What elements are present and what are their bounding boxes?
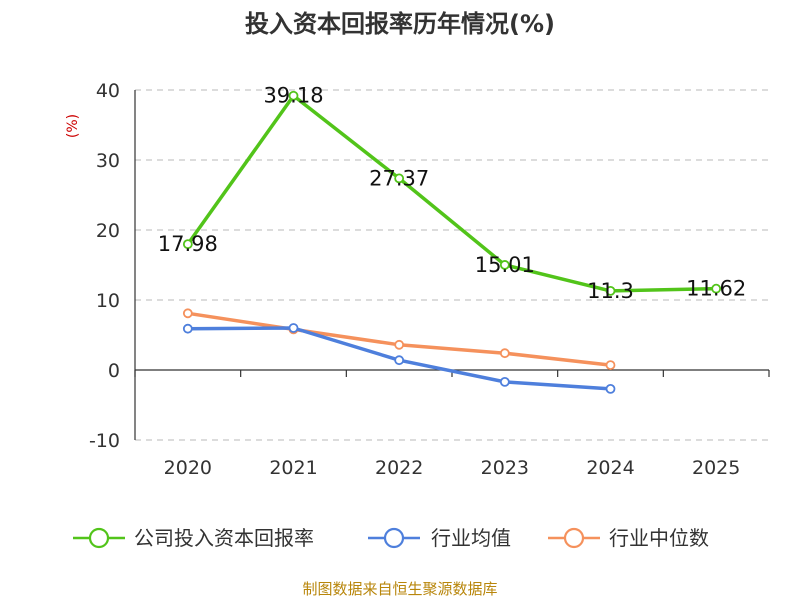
series-1-point-2022[interactable] xyxy=(394,355,405,366)
y-tick-label-1: 30 xyxy=(96,150,120,172)
legend-swatch-marker-0 xyxy=(88,527,110,549)
series-0-point-2023[interactable] xyxy=(499,260,510,270)
data-label-2024: 11.3 xyxy=(587,279,634,303)
data-label-2022: 27.37 xyxy=(369,166,429,190)
x-tick-label-2020: 2020 xyxy=(164,457,212,479)
series-1-point-2020[interactable] xyxy=(182,323,193,334)
grid xyxy=(135,89,769,441)
series-0-point-2024[interactable] xyxy=(605,285,616,296)
series-1-point-2021[interactable] xyxy=(288,323,299,333)
data-labels: 17.98 39.18 27.37 15.01 11.3 11.62 xyxy=(158,84,746,303)
series-0-point-2021[interactable] xyxy=(288,90,299,101)
series-1-point-2023[interactable] xyxy=(499,376,510,387)
y-tick-label-2: 20 xyxy=(96,220,120,242)
x-tick-label-2025: 2025 xyxy=(692,457,740,479)
x-tick-label-2021: 2021 xyxy=(269,457,317,479)
series-2-point-2020[interactable] xyxy=(182,308,193,319)
series-2 xyxy=(182,308,616,371)
y-tick-label-4: 0 xyxy=(108,360,120,382)
series-0-point-2022[interactable] xyxy=(394,173,405,184)
legend-swatch-marker-2 xyxy=(563,527,585,549)
legend-item-0[interactable]: 公司投入资本回报率 xyxy=(73,526,314,550)
series-0-point-2020[interactable] xyxy=(182,239,193,250)
chart-title: 投入资本回报率历年情况(%) xyxy=(245,10,555,38)
source-note: 制图数据来自恒生聚源数据库 xyxy=(302,580,497,598)
x-tick-label-2024: 2024 xyxy=(586,457,634,479)
series-2-point-2024[interactable] xyxy=(605,360,616,371)
y-axis-label: (%) xyxy=(65,114,81,138)
x-axis: 2020 2021 2022 2023 2024 2025 xyxy=(134,90,770,479)
legend-label-0: 公司投入资本回报率 xyxy=(134,526,314,550)
data-label-2020: 17.98 xyxy=(158,232,218,256)
series-group xyxy=(182,90,722,394)
legend-label-1: 行业均值 xyxy=(431,526,511,550)
series-0 xyxy=(182,90,722,296)
x-tick-label-2023: 2023 xyxy=(481,457,529,479)
data-label-2021: 39.18 xyxy=(263,84,323,108)
series-1 xyxy=(182,323,616,394)
data-label-2023: 15.01 xyxy=(475,253,535,277)
x-tick-label-2022: 2022 xyxy=(375,457,423,479)
y-tick-label-0: 40 xyxy=(96,80,120,102)
y-tick-label-3: 10 xyxy=(96,290,120,312)
series-0-point-2025[interactable] xyxy=(711,283,722,294)
legend-label-2: 行业中位数 xyxy=(609,526,709,550)
series-1-point-2024[interactable] xyxy=(605,383,616,394)
legend[interactable]: 公司投入资本回报率 行业均值 行业中位数 xyxy=(73,526,709,550)
legend-item-1[interactable]: 行业均值 xyxy=(368,526,511,550)
legend-swatch-marker-1 xyxy=(383,527,405,549)
series-2-point-2022[interactable] xyxy=(394,339,405,350)
y-axis-ticks: 40 30 20 10 0 -10 xyxy=(89,80,120,452)
legend-item-2[interactable]: 行业中位数 xyxy=(548,526,709,550)
y-tick-label-5: -10 xyxy=(89,430,120,452)
data-label-2025: 11.62 xyxy=(686,277,746,301)
series-2-point-2023[interactable] xyxy=(499,348,510,359)
series-line-0 xyxy=(186,93,717,293)
